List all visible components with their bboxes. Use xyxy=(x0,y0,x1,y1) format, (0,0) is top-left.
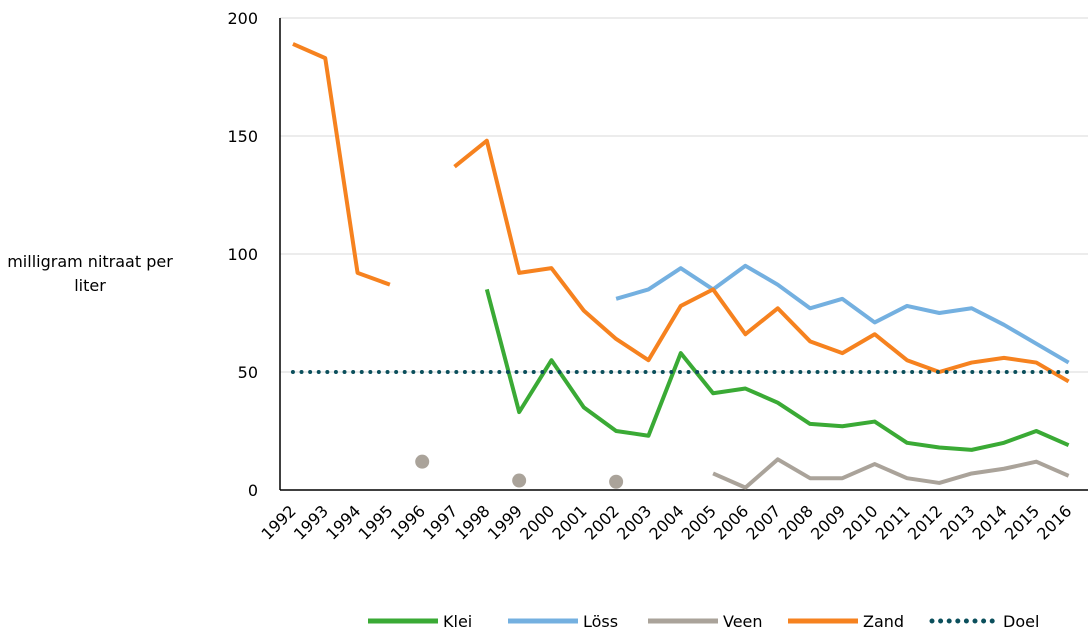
series-line xyxy=(484,288,1070,452)
x-tick-label: 2003 xyxy=(613,501,655,543)
x-tick-label: 1998 xyxy=(451,501,493,543)
x-tick-label: 1999 xyxy=(484,501,526,543)
series-line xyxy=(712,457,1070,490)
series-line xyxy=(615,263,1070,365)
data-point xyxy=(415,454,430,469)
legend-label: Klei xyxy=(443,612,472,631)
x-tick-label: 1996 xyxy=(387,501,429,543)
x-tick-label: 2000 xyxy=(516,501,558,543)
y-tick-label: 150 xyxy=(227,127,258,146)
x-tick-label: 2005 xyxy=(678,501,720,543)
legend-label: Zand xyxy=(863,612,904,631)
x-tick-label: 2002 xyxy=(581,501,623,543)
x-tick-label: 2015 xyxy=(1001,501,1043,543)
x-tick-label: 1997 xyxy=(419,501,461,543)
x-tick-label: 2011 xyxy=(872,501,914,543)
x-tick-label: 1993 xyxy=(290,501,332,543)
series-line xyxy=(292,42,391,287)
legend-label: Doel xyxy=(1003,612,1039,631)
series-line xyxy=(453,138,1070,384)
x-tick-label: 2014 xyxy=(969,501,1011,543)
y-axis-label: milligram nitraat per liter xyxy=(7,252,173,295)
y-tick-label: 100 xyxy=(227,245,258,264)
y-tick-label: 50 xyxy=(238,363,258,382)
x-tick-label: 2001 xyxy=(548,501,590,543)
legend-label: Veen xyxy=(723,612,763,631)
y-tick-label: 200 xyxy=(227,9,258,28)
data-point xyxy=(609,474,624,489)
x-tick-label: 1995 xyxy=(354,501,396,543)
x-tick-label: 2016 xyxy=(1033,501,1075,543)
x-tick-label: 2012 xyxy=(904,501,946,543)
x-tick-label: 1992 xyxy=(258,501,300,543)
x-tick-label: 2006 xyxy=(710,501,752,543)
x-tick-label: 2007 xyxy=(742,501,784,543)
x-tick-label: 2010 xyxy=(839,501,881,543)
x-tick-label: 2004 xyxy=(645,501,687,543)
legend-label: Löss xyxy=(583,612,618,631)
x-tick-label: 1994 xyxy=(322,501,364,543)
x-tick-label: 2008 xyxy=(775,501,817,543)
y-tick-label: 0 xyxy=(248,481,258,500)
data-point xyxy=(512,473,527,488)
x-tick-label: 2013 xyxy=(936,501,978,543)
x-tick-label: 2009 xyxy=(807,501,849,543)
